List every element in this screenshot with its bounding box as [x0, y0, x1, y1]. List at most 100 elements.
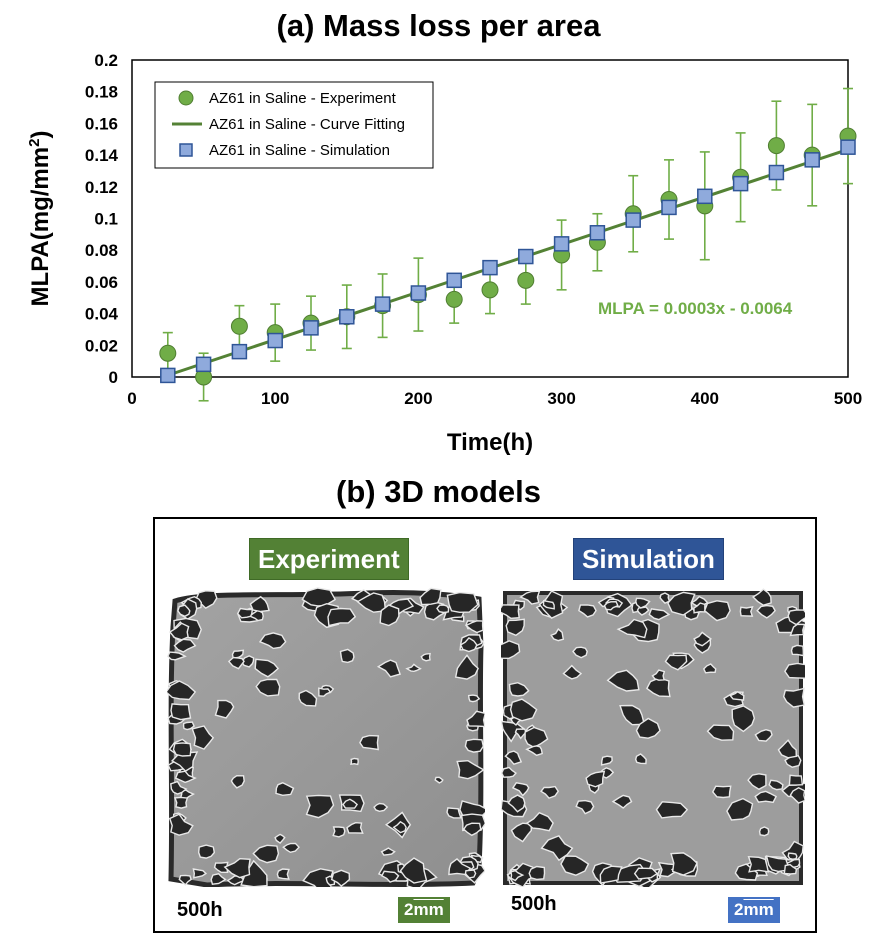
corrosion-pit [585, 770, 606, 788]
simulation-point [410, 285, 427, 301]
corrosion-pit [726, 797, 754, 821]
corrosion-pit [754, 728, 773, 742]
corrosion-pit [179, 789, 195, 800]
corrosion-pit [305, 794, 335, 819]
corrosion-pit [646, 677, 671, 698]
corrosion-pit [560, 855, 590, 876]
corrosion-pit [170, 703, 192, 721]
y-tick-label: 0.08 [85, 241, 118, 260]
corrosion-pit [693, 631, 713, 647]
corrosion-pit [790, 644, 805, 657]
corrosion-pit [276, 868, 290, 880]
corrosion-pit [332, 826, 346, 838]
mlpa-chart: MLPA(mg/mm2) AZ61 in Saline - Experiment… [26, 51, 862, 456]
legend-entry-label: AZ61 in Saline - Simulation [209, 142, 390, 159]
corrosion-pit [508, 681, 530, 697]
simulation-point [195, 356, 212, 373]
corrosion-pit [342, 798, 359, 809]
corrosion-pit [783, 863, 798, 875]
corrosion-pit [231, 649, 245, 659]
models-title: (b) 3D models [336, 474, 541, 509]
corrosion-pit [784, 662, 805, 679]
corrosion-pit [223, 857, 251, 879]
corrosion-pit [651, 669, 666, 681]
corrosion-pit [249, 595, 270, 613]
simulation-markers [160, 139, 856, 384]
corrosion-pit [380, 847, 396, 856]
plot-frame [131, 59, 849, 378]
corrosion-pit [327, 607, 357, 627]
corrosion-pit [448, 857, 472, 876]
corrosion-pit [525, 745, 544, 757]
corrosion-pit [575, 799, 595, 815]
corrosion-pit [507, 794, 526, 813]
corrosion-pit [167, 680, 197, 701]
experiment-point [767, 137, 785, 155]
corrosion-pit [787, 852, 798, 860]
x-tick-label: 300 [547, 389, 575, 408]
corrosion-pit [178, 874, 192, 886]
experiment-point [159, 344, 177, 362]
corrosion-pit [282, 842, 300, 854]
experiment-point [517, 271, 535, 289]
corrosion-pit [603, 600, 619, 611]
corrosion-pit [505, 618, 525, 637]
simulation-point [697, 188, 713, 205]
corrosion-pit [446, 807, 462, 819]
simulation-point [804, 152, 820, 168]
x-tick-label: 0 [127, 389, 136, 408]
corrosion-pit [634, 753, 647, 765]
corrosion-pit [787, 609, 805, 626]
legend-entry-label: AZ61 in Saline - Experiment [209, 90, 397, 107]
simulation-point [482, 259, 498, 276]
corrosion-pit [599, 865, 623, 884]
corrosion-pit [782, 687, 805, 708]
corrosion-pit [380, 870, 400, 883]
corrosion-pit [255, 678, 281, 697]
corrosion-pit [501, 604, 520, 620]
chart-axes [131, 59, 849, 378]
corrosion-pit [747, 773, 767, 791]
y-axis-label-main: MLPA(mg/mm [27, 147, 54, 307]
corrosion-pit [330, 869, 351, 887]
corrosion-pit [174, 796, 189, 809]
corrosion-pit [213, 861, 229, 873]
corrosion-pit [376, 659, 402, 678]
corrosion-pit [168, 622, 190, 641]
corrosion-pit [611, 794, 633, 809]
y-tick-label: 0.1 [94, 210, 118, 229]
corrosion-pit [419, 587, 442, 606]
corrosion-pit [298, 689, 318, 707]
simulation-point [518, 248, 534, 265]
corrosion-pit [464, 869, 477, 879]
models-panel: Experiment Simulation 500h 500h 2mm 2mm [153, 517, 817, 933]
corrosion-pit [168, 813, 194, 836]
fit-equation-annotation: MLPA = 0.0003x - 0.0064 [598, 299, 793, 318]
corrosion-pit [540, 785, 560, 799]
simulation-point [339, 309, 355, 325]
scale-unit: mm [743, 900, 774, 919]
x-axis-label: Time(h) [447, 429, 533, 456]
corrosion-pit [540, 835, 574, 862]
corrosion-pit [616, 618, 648, 639]
corrosion-pit [789, 623, 805, 637]
simulation-point [768, 164, 785, 181]
x-tick-label: 200 [404, 389, 432, 408]
corrosion-pit [462, 822, 482, 837]
corrosion-pit [464, 738, 485, 753]
simulation-point [661, 199, 677, 216]
y-axis-label-text: MLPA(mg/mm2) [26, 131, 54, 307]
corrosion-pit [528, 865, 546, 881]
simulation-point [732, 175, 749, 192]
corrosion-pit [197, 844, 216, 859]
corrosion-pit [519, 590, 541, 605]
x-tick-label: 500 [834, 389, 862, 408]
corrosion-pit [230, 774, 245, 789]
corrosion-pit [446, 591, 479, 614]
corrosion-pit [346, 821, 364, 834]
corrosion-pit [711, 785, 732, 799]
corrosion-pit [405, 663, 422, 673]
corrosion-pit [747, 855, 770, 873]
corrosion-pit [636, 606, 650, 616]
simulation-time-label: 500h [511, 893, 557, 915]
